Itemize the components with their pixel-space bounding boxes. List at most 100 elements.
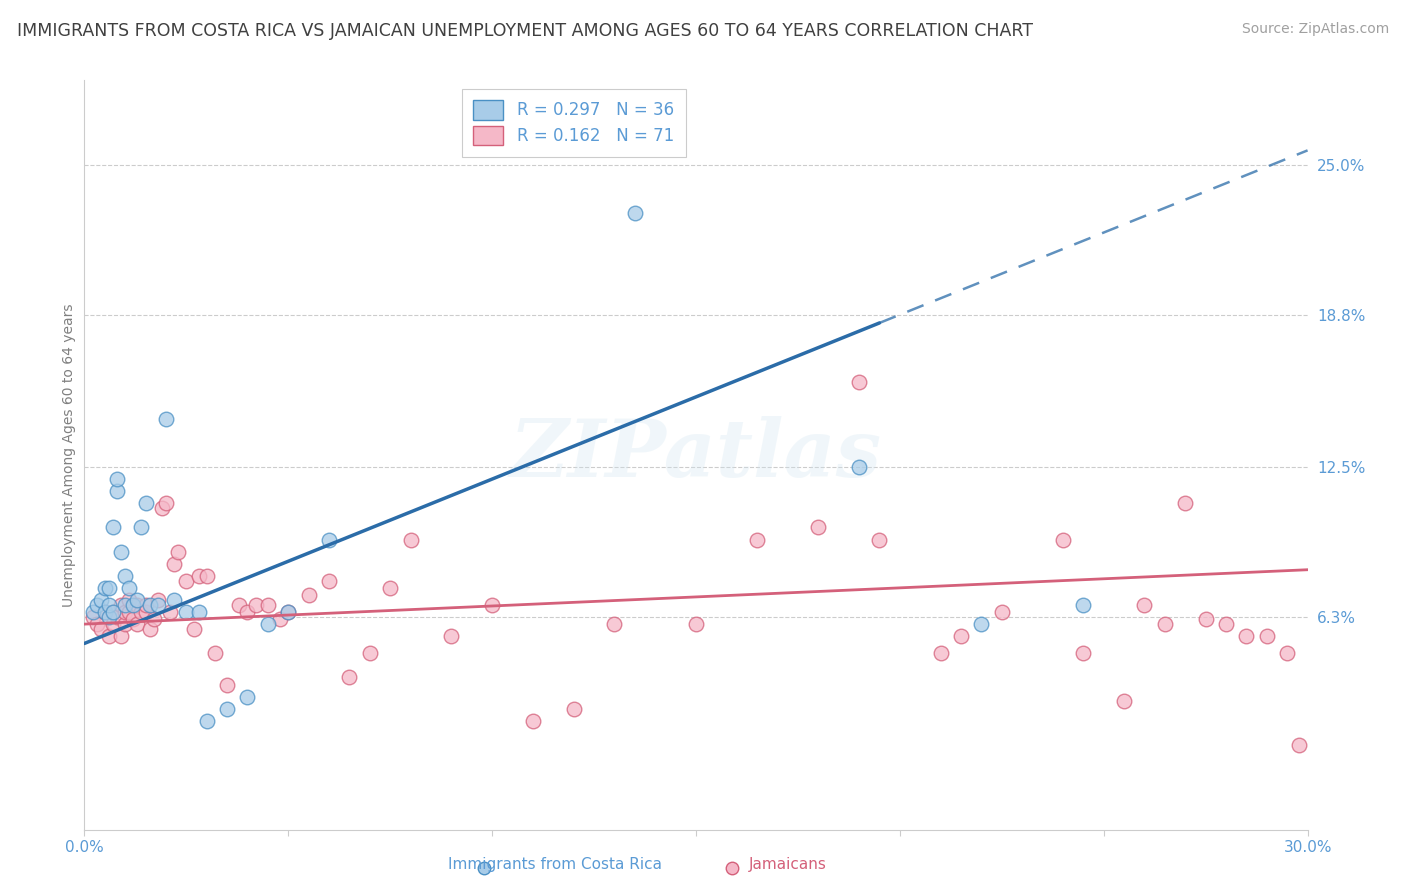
Point	[204, 646, 226, 660]
Point	[440, 629, 463, 643]
Point	[174, 605, 197, 619]
Point	[624, 206, 647, 220]
Point	[970, 617, 993, 632]
Text: IMMIGRANTS FROM COSTA RICA VS JAMAICAN UNEMPLOYMENT AMONG AGES 60 TO 64 YEARS CO: IMMIGRANTS FROM COSTA RICA VS JAMAICAN U…	[17, 22, 1033, 40]
Point	[150, 501, 173, 516]
Point	[1195, 612, 1218, 626]
Point	[127, 617, 149, 632]
Point	[257, 598, 280, 612]
Point	[1073, 598, 1095, 612]
Point	[481, 598, 503, 612]
Point	[127, 598, 149, 612]
Point	[269, 612, 291, 626]
Point	[146, 593, 169, 607]
Point	[245, 598, 267, 612]
Point	[118, 593, 141, 607]
Point	[82, 610, 104, 624]
Point	[562, 702, 585, 716]
Point	[155, 496, 177, 510]
Point	[114, 568, 136, 582]
Point	[228, 598, 250, 612]
Point	[236, 605, 259, 619]
Point	[339, 670, 361, 684]
Point	[110, 598, 132, 612]
Point	[138, 622, 160, 636]
Point	[110, 629, 132, 643]
Point	[114, 617, 136, 632]
Point	[97, 610, 120, 624]
Point	[1073, 646, 1095, 660]
Point	[90, 593, 112, 607]
Point	[522, 714, 544, 728]
Point	[217, 677, 239, 691]
Point	[114, 605, 136, 619]
Point	[135, 496, 157, 510]
Point	[380, 581, 402, 595]
Point	[685, 617, 707, 632]
Point	[1114, 694, 1136, 708]
Point	[1256, 629, 1278, 643]
Point	[848, 376, 870, 390]
Point	[131, 520, 153, 534]
Point	[187, 605, 209, 619]
Point	[1174, 496, 1197, 510]
Point	[991, 605, 1014, 619]
Point	[807, 520, 830, 534]
Point	[236, 690, 259, 704]
Point	[135, 598, 157, 612]
Point	[82, 605, 104, 619]
Text: Source: ZipAtlas.com: Source: ZipAtlas.com	[1241, 22, 1389, 37]
Point	[138, 598, 160, 612]
Point	[86, 598, 108, 612]
Point	[167, 544, 190, 558]
Point	[359, 646, 381, 660]
Point	[155, 411, 177, 425]
Point	[1052, 533, 1074, 547]
Point	[93, 605, 115, 619]
Point	[1288, 738, 1310, 752]
Point	[257, 617, 280, 632]
Point	[93, 581, 115, 595]
Text: Jamaicans: Jamaicans	[748, 857, 827, 872]
Point	[118, 605, 141, 619]
Text: ZIPatlas: ZIPatlas	[510, 417, 882, 493]
Point	[101, 520, 124, 534]
Point	[603, 617, 626, 632]
Point	[848, 460, 870, 475]
Point	[399, 533, 422, 547]
Point	[318, 533, 340, 547]
Point	[131, 605, 153, 619]
Point	[105, 484, 128, 499]
Point	[101, 617, 124, 632]
Point	[90, 622, 112, 636]
Point	[187, 568, 209, 582]
Point	[183, 622, 205, 636]
Point	[1154, 617, 1177, 632]
Point	[195, 568, 218, 582]
Point	[950, 629, 973, 643]
Point	[114, 598, 136, 612]
Point	[1133, 598, 1156, 612]
Point	[110, 544, 132, 558]
Point	[93, 605, 115, 619]
Point	[174, 574, 197, 588]
Y-axis label: Unemployment Among Ages 60 to 64 years: Unemployment Among Ages 60 to 64 years	[62, 303, 76, 607]
Point	[118, 581, 141, 595]
Point	[195, 714, 218, 728]
Point	[277, 605, 299, 619]
Text: Immigrants from Costa Rica: Immigrants from Costa Rica	[449, 857, 662, 872]
Point	[97, 629, 120, 643]
Point	[869, 533, 891, 547]
Point	[163, 593, 186, 607]
Point	[142, 612, 165, 626]
Point	[163, 557, 186, 571]
Point	[318, 574, 340, 588]
Point	[277, 605, 299, 619]
Point	[127, 593, 149, 607]
Point	[929, 646, 952, 660]
Point	[1277, 646, 1299, 660]
Point	[105, 610, 128, 624]
Point	[217, 702, 239, 716]
Point	[1236, 629, 1258, 643]
Point	[105, 472, 128, 486]
